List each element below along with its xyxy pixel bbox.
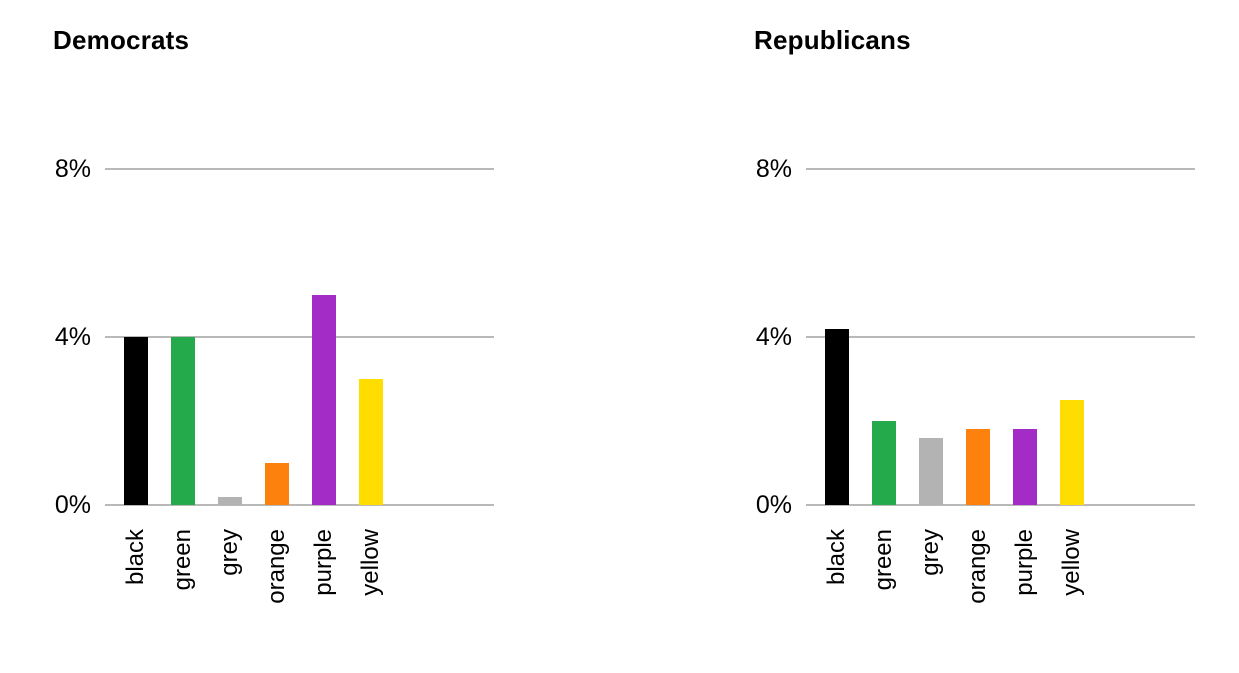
- xtick-label-green: green: [168, 529, 196, 591]
- xtick-label-grey: grey: [215, 529, 243, 576]
- xtick-label-black: black: [822, 529, 850, 586]
- ytick-label-4%: 4%: [755, 323, 792, 351]
- xtick-label-grey: grey: [916, 529, 944, 576]
- gridline-0%: [105, 504, 494, 506]
- bar-yellow: [1059, 400, 1084, 505]
- xtick-label-black: black: [121, 529, 149, 586]
- xtick-label-yellow: yellow: [356, 529, 384, 596]
- chart-democrats: Democrats 0% 4% 8% black green grey orange purp…: [45, 25, 505, 645]
- bar-purple: [311, 295, 336, 505]
- bar-purple: [1012, 429, 1037, 505]
- xtick-label-yellow: yellow: [1057, 529, 1085, 596]
- gridline-8%: [105, 168, 494, 170]
- bar-black: [824, 328, 849, 505]
- ytick-label-8%: 8%: [755, 155, 792, 183]
- xtick-label-purple: purple: [1010, 529, 1038, 596]
- chart-republicans: Republicans 0% 4% 8% black green grey orange pu…: [746, 25, 1206, 645]
- chart-title-democrats: Democrats: [53, 25, 190, 55]
- chart-title-republicans: Republicans: [754, 25, 911, 55]
- bar-green: [170, 337, 195, 505]
- xtick-label-orange: orange: [262, 529, 290, 604]
- plot-area-democrats: 0% 4% 8% black green grey orange purple yellow: [55, 155, 494, 604]
- bar-black: [123, 337, 148, 505]
- gridline-4%: [806, 336, 1195, 338]
- xtick-label-purple: purple: [309, 529, 337, 596]
- xtick-label-orange: orange: [963, 529, 991, 604]
- ytick-label-8%: 8%: [54, 155, 91, 183]
- ytick-label-0%: 0%: [54, 491, 91, 519]
- gridline-4%: [105, 336, 494, 338]
- ytick-label-4%: 4%: [54, 323, 91, 351]
- plot-area-republicans: 0% 4% 8% black green grey orange purple yellow: [756, 155, 1195, 604]
- bar-grey: [918, 437, 943, 505]
- bar-grey: [217, 496, 242, 505]
- bar-orange: [965, 429, 990, 505]
- gridline-8%: [806, 168, 1195, 170]
- bar-green: [871, 421, 896, 505]
- gridline-0%: [806, 504, 1195, 506]
- bar-orange: [264, 463, 289, 505]
- xtick-label-green: green: [869, 529, 897, 591]
- bar-yellow: [358, 379, 383, 505]
- ytick-label-0%: 0%: [755, 491, 792, 519]
